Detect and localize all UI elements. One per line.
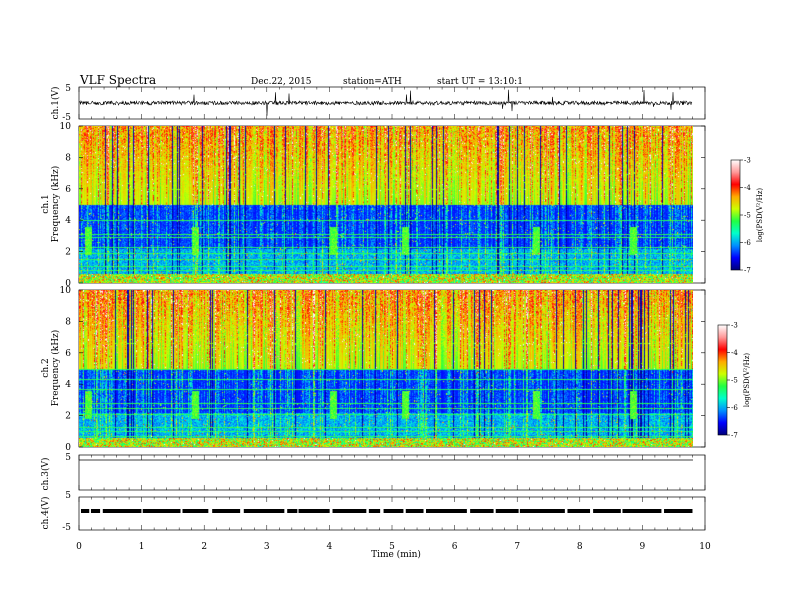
ch1-ylabel: ch.1(V) — [50, 87, 61, 120]
ch3-waveform-panel: ch.3(V) 5 — [40, 453, 693, 490]
ch4-trace-segment — [142, 509, 181, 513]
ch2-spec-ylabel: Frequency (kHz) — [50, 330, 61, 407]
ch2-spectrogram-panel: ch.2 Frequency (kHz) 0 2 4 6 8 10 — [41, 286, 705, 453]
colorbar-tick-label: -7 — [744, 267, 751, 275]
ch1-spec-ylabel-top: ch.1 — [41, 194, 51, 213]
ch2-spec-ylabel-top: ch.2 — [41, 358, 51, 377]
colorbar-tick-label: -5 — [731, 377, 738, 385]
colorbar-tick-label: -3 — [731, 322, 738, 330]
time-axis-tick-label: 6 — [452, 542, 458, 552]
ch4-trace-segment — [332, 509, 367, 513]
time-axis-tick-label: 8 — [577, 542, 583, 552]
ch4-trace-segment — [470, 509, 494, 513]
ch4-trace-segment — [495, 509, 519, 513]
ch1-ytick-top: 5 — [65, 84, 71, 94]
spec-ytick-label: 10 — [60, 286, 72, 296]
ch1-waveform-trace — [78, 89, 693, 116]
ch1-spectrogram-canvas — [79, 126, 693, 283]
colorbar-tick-label: -4 — [731, 349, 738, 357]
ch4-trace-segment — [622, 509, 662, 513]
time-axis-tick-label: 9 — [640, 542, 646, 552]
ch4-trace-segment — [90, 509, 101, 513]
spec-ytick-label: 4 — [65, 380, 71, 390]
ch1-colorbar-ticks: -3 -4 -5 -6 -7 — [740, 157, 751, 275]
ch1-waveform-panel: ch.1(V) 5 -5 — [50, 84, 693, 123]
ch4-trace-segment — [405, 509, 424, 513]
colorbar-tick-label: -7 — [731, 432, 738, 440]
colorbar-tick-label: -5 — [744, 212, 751, 220]
ch1-colorbar: -3 -4 -5 -6 -7 log(PSD(V²/Hz) — [730, 157, 764, 275]
ch4-trace-segment — [102, 509, 142, 513]
ch4-ytick-bottom: -5 — [62, 523, 71, 533]
ch4-trace-segment — [243, 509, 285, 513]
ch4-trace-segment — [426, 509, 467, 513]
time-axis-tick-label: 3 — [264, 542, 270, 552]
ch2-colorbar: -3 -4 -5 -6 -7 log(PSD(V²/Hz) — [717, 322, 751, 440]
ch4-trace-segment — [664, 509, 693, 513]
time-axis-tick-label: 0 — [76, 542, 82, 552]
ch4-trace-segment — [81, 509, 90, 513]
time-axis-tick-label: 2 — [201, 542, 207, 552]
ch3-ytick-top: 5 — [65, 453, 71, 463]
spec-ytick-label: 2 — [65, 412, 71, 422]
header-date: Dec.22, 2015 — [251, 77, 312, 87]
spec-ytick-label: 4 — [65, 216, 71, 226]
ch4-ylabel: ch.4(V) — [40, 497, 51, 530]
ch3-ylabel: ch.3(V) — [40, 458, 51, 491]
time-axis: 0 1 2 3 4 5 6 7 8 9 10 — [76, 542, 711, 552]
spec-ytick-label: 0 — [65, 443, 71, 453]
colorbar-tick-label: -3 — [744, 157, 751, 165]
ch4-ytick-top: 5 — [65, 491, 71, 501]
colorbar-tick-label: -6 — [744, 239, 751, 247]
ch4-trace-segment — [212, 509, 241, 513]
ch1-spectrogram-image — [79, 126, 693, 283]
time-axis-tick-label: 7 — [514, 542, 520, 552]
spec-ytick-label: 6 — [65, 349, 71, 359]
ch1-colorbar-scale — [730, 159, 741, 271]
spec-ytick-label: 0 — [65, 279, 71, 289]
time-axis-label: Time (min) — [371, 549, 421, 560]
ch4-waveform-trace — [81, 509, 693, 513]
ch4-waveform-panel: ch.4(V) 5 -5 — [40, 491, 693, 533]
ch1-ytick-bottom: -5 — [62, 113, 71, 123]
ch2-colorbar-label: log(PSD(V²/Hz) — [743, 353, 751, 408]
time-axis-tick-label: 4 — [327, 542, 333, 552]
time-axis-tick-label: 5 — [389, 542, 395, 552]
ch4-trace-segment — [368, 509, 381, 513]
colorbar-tick-label: -6 — [731, 404, 738, 412]
ch4-trace-segment — [287, 509, 298, 513]
header-start-time: start UT = 13:10:1 — [437, 77, 523, 87]
spec-ytick-label: 6 — [65, 185, 71, 195]
ch1-spec-ylabel: Frequency (kHz) — [50, 166, 61, 243]
ch4-trace-segment — [567, 509, 591, 513]
ch4-trace-segment — [298, 509, 330, 513]
ch4-trace-segment — [182, 509, 209, 513]
colorbar-tick-label: -4 — [744, 184, 751, 192]
header-station: station=ATH — [343, 77, 402, 87]
time-axis-tick-label: 1 — [139, 542, 145, 552]
ch2-spec-yticks: 0 2 4 6 8 10 — [60, 286, 705, 453]
spec-ytick-label: 8 — [65, 153, 71, 163]
spec-ytick-label: 10 — [60, 122, 72, 132]
ch4-trace-segment — [593, 509, 621, 513]
ch2-spectrogram-canvas — [79, 290, 693, 447]
ch2-colorbar-scale — [717, 324, 728, 436]
ch2-colorbar-ticks: -3 -4 -5 -6 -7 — [727, 322, 738, 440]
ch1-spec-yticks: 0 2 4 6 8 10 — [60, 122, 705, 289]
ch2-spectrogram-image — [79, 290, 693, 447]
ch1-spectrogram-panel: ch.1 Frequency (kHz) 0 2 4 6 8 10 — [41, 122, 705, 289]
figure-title: VLF Spectra — [79, 73, 156, 87]
ch1-colorbar-label: log(PSD(V²/Hz) — [756, 188, 764, 243]
ch4-trace-segment — [519, 509, 565, 513]
spec-ytick-label: 2 — [65, 248, 71, 258]
time-axis-tick-label: 10 — [699, 542, 711, 552]
ch4-trace-segment — [383, 509, 404, 513]
spec-ytick-label: 8 — [65, 317, 71, 327]
